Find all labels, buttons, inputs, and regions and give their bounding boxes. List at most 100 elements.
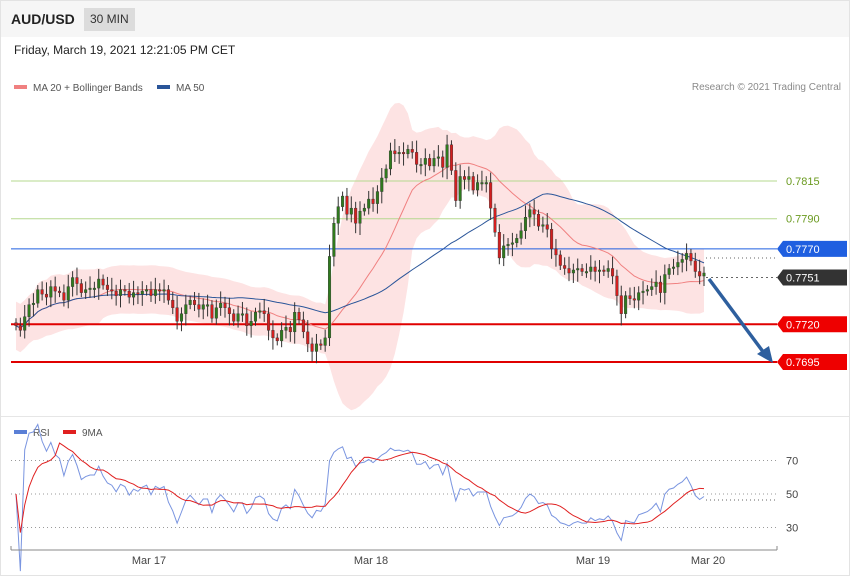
candle-body xyxy=(676,262,680,268)
candle-body xyxy=(345,195,349,215)
candle-body xyxy=(667,268,671,275)
candle-body xyxy=(415,152,419,165)
candle-body xyxy=(44,293,48,298)
candle-body xyxy=(49,286,53,298)
candle-body xyxy=(53,286,57,292)
candle-body xyxy=(593,266,597,272)
candle-body xyxy=(92,287,96,290)
candle-body xyxy=(227,307,231,314)
candle-body xyxy=(563,265,567,269)
level-label-0.7790: 0.7790 xyxy=(786,214,820,226)
candle-body xyxy=(271,330,275,339)
candle-body xyxy=(71,277,75,287)
candle-body xyxy=(336,206,340,224)
candle-body xyxy=(663,274,667,293)
ma20-line xyxy=(15,162,705,330)
candle-body xyxy=(362,207,366,212)
candle-body xyxy=(31,302,35,305)
candle-body xyxy=(293,312,297,333)
candle-body xyxy=(510,242,514,245)
candle-body xyxy=(506,244,510,247)
candle-body xyxy=(171,299,175,308)
candle-body xyxy=(328,256,332,339)
candle-body xyxy=(702,272,706,277)
candle-body xyxy=(637,292,641,301)
candle-body xyxy=(523,216,527,231)
candle-body xyxy=(105,284,109,290)
candle-body xyxy=(541,224,545,227)
candle-body xyxy=(36,289,40,304)
candle-body xyxy=(650,286,654,290)
candle-body xyxy=(397,152,401,155)
price-tag-0.7751 xyxy=(777,269,847,286)
candle-body xyxy=(606,268,610,272)
candle-body xyxy=(132,292,136,298)
candle-body xyxy=(341,195,345,207)
legend-swatch xyxy=(14,85,27,89)
candle-body xyxy=(463,176,467,180)
candle-body xyxy=(641,290,645,293)
candle-body xyxy=(528,209,532,218)
candle-body xyxy=(436,156,440,159)
candle-body xyxy=(232,313,236,322)
candle-body xyxy=(149,289,153,296)
candle-body xyxy=(654,281,658,287)
candle-body xyxy=(114,290,118,296)
candle-body xyxy=(145,289,149,292)
candle-body xyxy=(179,313,183,322)
candle-body xyxy=(519,230,523,239)
candle-body xyxy=(332,223,336,257)
level-label-0.7815: 0.7815 xyxy=(786,176,820,188)
candle-body xyxy=(101,278,105,286)
candle-body xyxy=(240,313,244,316)
candle-body xyxy=(79,283,83,293)
candle-body xyxy=(619,295,623,314)
candle-body xyxy=(658,281,662,293)
candle-body xyxy=(40,289,44,295)
candle-body xyxy=(615,275,619,296)
candle-body xyxy=(297,312,301,320)
level-label-0.7751: 0.7751 xyxy=(786,273,820,285)
x-tick-label: Mar 20 xyxy=(691,555,725,567)
candle-body xyxy=(571,269,575,274)
candle-body xyxy=(184,304,188,314)
candle-body xyxy=(384,168,388,179)
candle-body xyxy=(267,313,271,331)
candle-body xyxy=(314,343,318,352)
candle-body xyxy=(175,307,179,322)
candle-body xyxy=(484,182,488,185)
candle-body xyxy=(371,198,375,204)
candle-body xyxy=(197,304,201,310)
timeframe-badge[interactable]: 30 MIN xyxy=(84,8,135,31)
candle-body xyxy=(402,152,406,155)
level-label-0.7695: 0.7695 xyxy=(786,357,820,369)
candle-body xyxy=(589,266,593,272)
rsi-legend-label: RSI xyxy=(33,428,50,439)
candle-body xyxy=(354,207,358,224)
legend-swatch xyxy=(157,85,170,89)
candle-body xyxy=(375,191,379,204)
candle-body xyxy=(393,150,397,155)
timestamp: Friday, March 19, 2021 12:21:05 PM CET xyxy=(14,43,236,57)
panel-divider xyxy=(1,416,849,417)
candle-body xyxy=(584,271,588,274)
candle-body xyxy=(689,253,693,262)
candle-body xyxy=(118,289,123,296)
rsi-line xyxy=(15,423,705,572)
candle-body xyxy=(301,319,305,333)
candle-body xyxy=(158,289,162,292)
candle-body xyxy=(245,313,249,327)
candle-body xyxy=(493,207,497,233)
candle-body xyxy=(698,271,702,277)
candle-body xyxy=(223,302,227,308)
candle-body xyxy=(284,327,288,331)
candle-body xyxy=(467,176,471,180)
candle-body xyxy=(262,310,266,314)
candle-body xyxy=(388,150,392,170)
candle-body xyxy=(162,289,166,292)
candle-body xyxy=(432,158,436,167)
candle-body xyxy=(458,176,462,201)
candle-body xyxy=(123,289,127,292)
